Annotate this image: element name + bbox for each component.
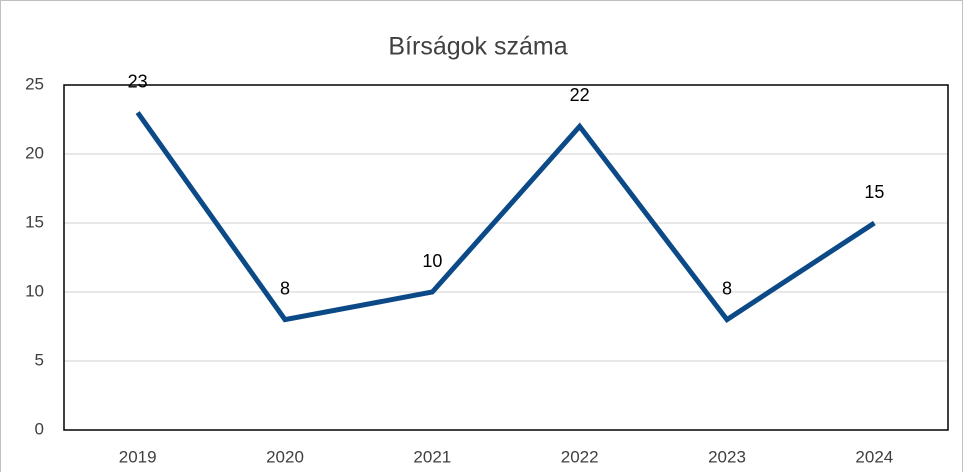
y-tick-label: 20 [25,143,44,162]
x-tick-label: 2024 [855,447,893,466]
x-tick-label: 2019 [119,447,157,466]
x-tick-label: 2021 [413,447,451,466]
data-label: 8 [280,278,290,298]
data-label: 23 [128,71,148,91]
x-tick-label: 2020 [266,447,304,466]
y-tick-label: 10 [25,281,44,300]
y-tick-label: 0 [35,419,44,438]
plot-border [63,84,949,431]
x-tick-label: 2023 [708,447,746,466]
line [135,111,876,323]
data-label: 8 [722,278,732,298]
y-tick-label: 25 [25,74,44,93]
y-tick-label: 15 [25,212,44,231]
y-tick-label: 5 [35,350,44,369]
data-label: 10 [422,251,442,271]
x-tick-label: 2022 [561,447,599,466]
data-label: 15 [864,182,884,202]
data-label: 22 [570,85,590,105]
chart-title: Bírságok száma [388,33,567,61]
